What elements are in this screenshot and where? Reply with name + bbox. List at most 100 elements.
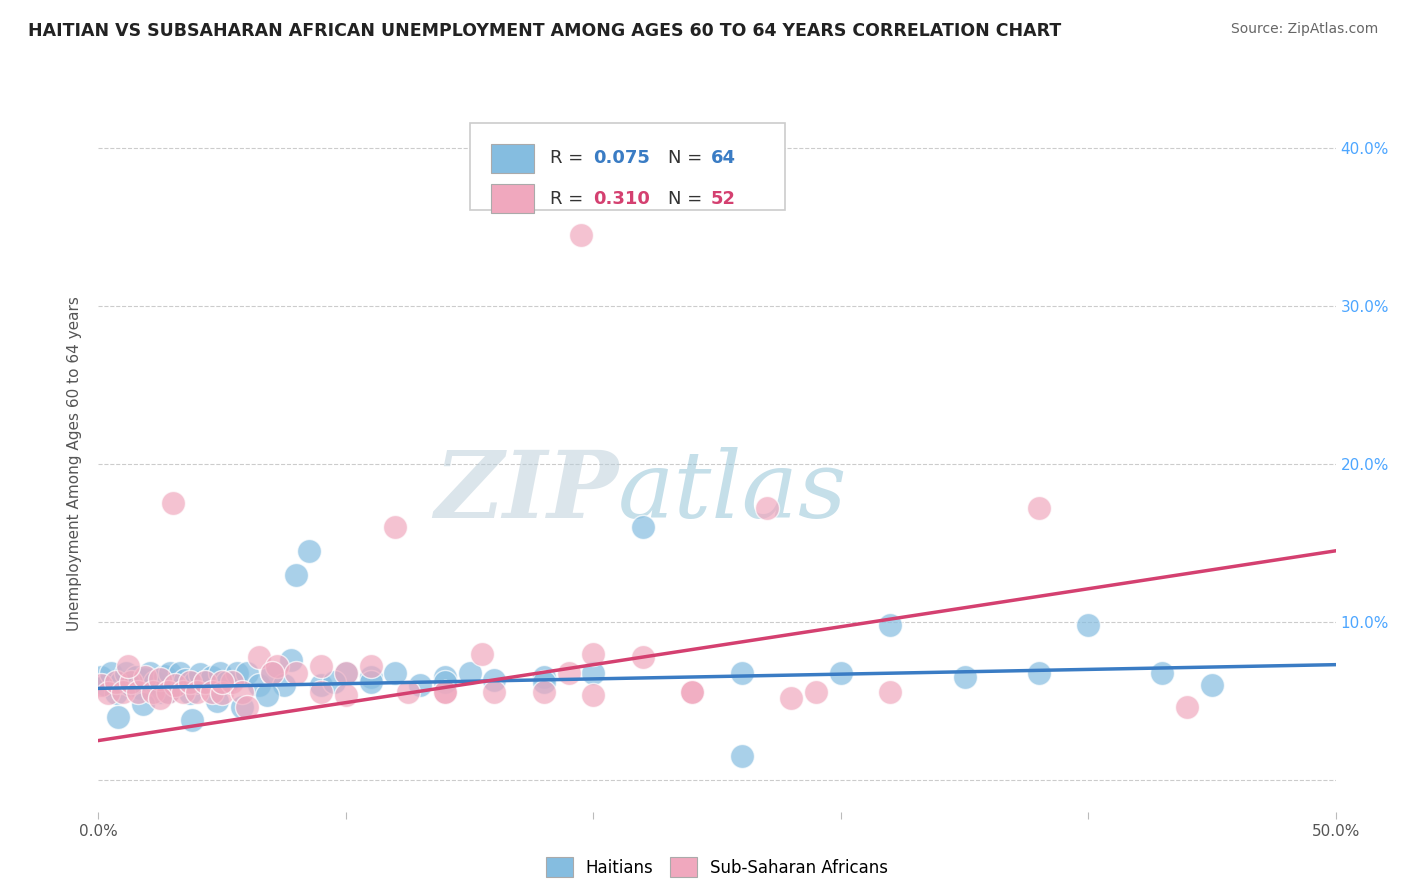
Point [124, 670, 146, 684]
Point [298, 543, 321, 558]
Point [127, 684, 149, 698]
Text: 0.310: 0.310 [593, 190, 650, 208]
Point [155, 669, 177, 683]
Point [569, 227, 592, 242]
Point [90, 678, 112, 692]
Point [156, 684, 179, 698]
Point [360, 675, 382, 690]
Point [100, 665, 122, 680]
FancyBboxPatch shape [491, 184, 534, 213]
Point [384, 520, 406, 534]
Point [731, 665, 754, 680]
Point [309, 659, 332, 673]
Point [582, 665, 605, 680]
Point [484, 684, 506, 698]
Point [731, 749, 754, 764]
Point [1152, 665, 1174, 680]
Point [433, 670, 456, 684]
Point [335, 688, 357, 702]
Point [120, 678, 142, 692]
Point [208, 665, 231, 680]
Point [471, 647, 494, 661]
Point [194, 675, 217, 690]
Point [205, 694, 228, 708]
Point [217, 675, 239, 690]
Point [169, 665, 191, 680]
Point [1028, 665, 1050, 680]
Point [309, 684, 332, 698]
Point [117, 659, 139, 673]
Point [97, 686, 120, 700]
Text: HAITIAN VS SUBSAHARAN AFRICAN UNEMPLOYMENT AMONG AGES 60 TO 64 YEARS CORRELATION: HAITIAN VS SUBSAHARAN AFRICAN UNEMPLOYME… [28, 22, 1062, 40]
Point [953, 670, 976, 684]
Point [681, 684, 703, 698]
Point [94, 678, 117, 692]
Point [582, 688, 605, 702]
Point [266, 659, 288, 673]
Point [256, 688, 278, 702]
Point [186, 684, 208, 698]
Point [879, 618, 901, 632]
Text: 64: 64 [711, 149, 735, 168]
Point [90, 670, 112, 684]
Point [143, 675, 166, 690]
Text: R =: R = [550, 149, 589, 168]
Point [179, 675, 201, 690]
Point [280, 653, 302, 667]
Point [149, 690, 172, 705]
Point [132, 697, 155, 711]
Point [260, 665, 283, 680]
Point [285, 665, 308, 680]
Point [165, 678, 187, 692]
Point [231, 700, 253, 714]
Point [149, 684, 172, 698]
Point [172, 684, 194, 698]
Text: 0.075: 0.075 [593, 149, 650, 168]
Point [780, 690, 803, 705]
Point [830, 665, 852, 680]
Text: R =: R = [550, 190, 589, 208]
Point [396, 684, 419, 698]
Point [582, 647, 605, 661]
Point [201, 684, 224, 698]
Point [104, 686, 127, 700]
Point [285, 567, 308, 582]
Text: N =: N = [668, 149, 707, 168]
Point [458, 665, 481, 680]
Point [165, 678, 187, 692]
Point [360, 670, 382, 684]
Point [211, 686, 233, 700]
Point [681, 684, 703, 698]
Point [134, 670, 156, 684]
Point [631, 520, 654, 534]
Point [879, 684, 901, 698]
FancyBboxPatch shape [491, 144, 534, 173]
Point [360, 659, 382, 673]
Text: Source: ZipAtlas.com: Source: ZipAtlas.com [1230, 22, 1378, 37]
Point [409, 678, 432, 692]
Point [533, 684, 555, 698]
Text: ZIP: ZIP [434, 447, 619, 537]
Point [631, 649, 654, 664]
Point [1077, 618, 1099, 632]
Point [129, 681, 152, 696]
Point [110, 675, 132, 690]
FancyBboxPatch shape [470, 123, 785, 210]
Point [231, 684, 253, 698]
Point [211, 675, 233, 690]
Point [181, 713, 204, 727]
Point [162, 496, 184, 510]
Point [221, 675, 243, 690]
Point [156, 684, 179, 698]
Point [1028, 501, 1050, 516]
Point [804, 684, 827, 698]
Point [533, 670, 555, 684]
Point [226, 665, 249, 680]
Legend: Haitians, Sub-Saharan Africans: Haitians, Sub-Saharan Africans [538, 851, 896, 883]
Point [159, 665, 181, 680]
Point [322, 675, 344, 690]
Point [1201, 678, 1223, 692]
Point [384, 665, 406, 680]
Point [139, 665, 162, 680]
Point [188, 667, 211, 681]
